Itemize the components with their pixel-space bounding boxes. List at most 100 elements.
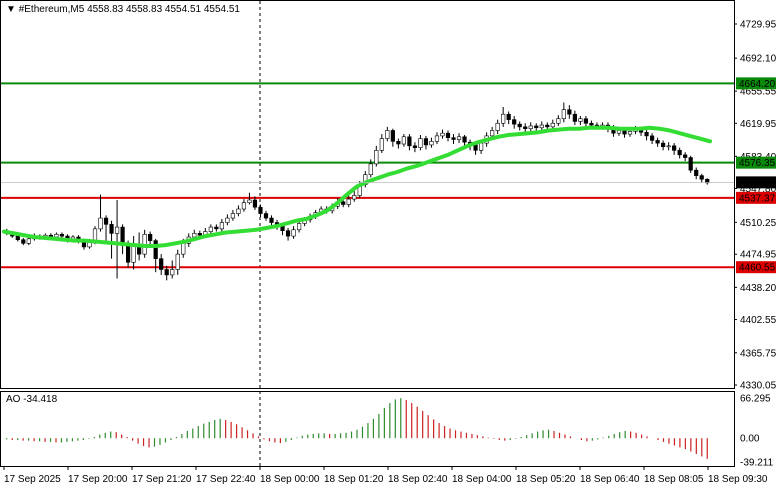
candle-body — [490, 130, 495, 137]
level-label: 4664.20 — [739, 79, 776, 90]
symbol-label: #Ethereum,M5 — [18, 4, 85, 15]
candle-body — [627, 131, 633, 135]
time-tick-label: 18 Sep 00:00 — [260, 474, 320, 485]
candle-body — [219, 222, 224, 230]
candle-body — [263, 213, 269, 219]
candle-body — [164, 269, 169, 276]
candle-body — [556, 118, 561, 124]
ao-tick-label: 66.295 — [740, 394, 771, 405]
candle-body — [418, 138, 423, 148]
price-tick-label: 4619.95 — [740, 119, 777, 130]
candle-body — [291, 229, 296, 237]
candle-body — [230, 213, 235, 219]
candle-body — [523, 126, 528, 129]
current-price-label: 4554.51 — [1, 176, 776, 189]
candle-body — [396, 141, 401, 145]
time-tick-label: 18 Sep 01:20 — [324, 474, 384, 485]
candle-body — [440, 132, 445, 137]
candle-body — [407, 136, 412, 147]
candle-body — [225, 217, 230, 223]
candle-body — [21, 239, 26, 244]
time-tick-label: 18 Sep 02:40 — [388, 474, 448, 485]
ao-tick-label: 0.00 — [740, 434, 760, 445]
candle-body — [241, 202, 247, 210]
candle-body — [175, 253, 180, 270]
time-tick-label: 17 Sep 21:20 — [132, 474, 192, 485]
price-tick-label: 4402.55 — [740, 315, 777, 326]
candle-body — [109, 224, 114, 234]
time-tick-label: 18 Sep 09:30 — [708, 474, 768, 485]
candle-body — [269, 217, 274, 223]
candle-body — [170, 269, 175, 276]
candle-body — [26, 238, 31, 244]
candle-body — [192, 233, 197, 238]
candle-body — [379, 138, 384, 151]
current-price-text: 4554.51 — [739, 178, 776, 189]
candle-body — [479, 142, 484, 151]
level-label: 4537.37 — [739, 193, 776, 204]
price-tick-label: 4438.20 — [740, 283, 777, 294]
candle-body — [385, 130, 390, 139]
time-tick-label: 17 Sep 20:00 — [68, 474, 128, 485]
candle-body — [423, 138, 429, 146]
candle-body — [644, 131, 649, 137]
time-tick-label: 17 Sep 22:40 — [196, 474, 256, 485]
dropdown-arrow-icon[interactable]: ▼ — [6, 4, 16, 15]
candle-body — [495, 122, 500, 131]
candle-body — [661, 142, 666, 148]
candle-body — [429, 141, 434, 146]
candle-body — [252, 199, 258, 208]
price-tick-label: 4692.10 — [740, 54, 777, 65]
candle-body — [434, 135, 440, 142]
current-price-bg — [736, 176, 776, 189]
candle-body — [412, 145, 418, 148]
price-tick-label: 4510.25 — [740, 218, 777, 229]
candle-body — [545, 124, 550, 128]
candle-body — [98, 217, 103, 230]
candle-body — [512, 119, 517, 125]
candle-body — [103, 217, 109, 225]
ao-histogram — [6, 398, 708, 459]
candle-body — [567, 109, 572, 115]
candle-body — [148, 233, 153, 241]
time-tick-label: 18 Sep 04:00 — [452, 474, 512, 485]
candle-body — [501, 113, 506, 124]
price-tick-label: 4474.95 — [740, 250, 777, 261]
candle-body — [15, 235, 20, 241]
candle-body — [622, 130, 627, 135]
candle-body — [528, 125, 533, 129]
candle-body — [120, 226, 125, 245]
candle-body — [258, 206, 263, 214]
candle-body — [649, 135, 655, 141]
candle-body — [572, 113, 577, 122]
ao-panel-frame — [0, 391, 735, 467]
candle-body — [517, 123, 522, 128]
candle-body — [583, 118, 588, 124]
candle-body — [296, 223, 302, 231]
candle-body — [699, 175, 704, 180]
candle-body — [445, 132, 451, 138]
price-tick-label: 4365.75 — [740, 348, 777, 359]
candle-body — [401, 136, 406, 145]
candle-body — [59, 233, 65, 237]
candle-body — [181, 243, 186, 255]
ao-indicator-label: AO -34.418 — [6, 394, 58, 405]
candle-body — [236, 208, 241, 214]
candle-body — [374, 150, 379, 165]
candle-body — [341, 201, 346, 205]
candle-body — [550, 122, 555, 128]
candle-body — [390, 130, 395, 142]
level-label-bg — [736, 261, 776, 274]
candle-body — [451, 137, 456, 140]
candle-body — [456, 136, 462, 140]
level-label-bg — [736, 156, 776, 169]
candle-body — [114, 226, 120, 234]
candle-body — [285, 230, 291, 237]
candle-body — [346, 198, 351, 205]
ao-tick-label: -39.211 — [740, 458, 774, 469]
candle-body — [208, 226, 213, 232]
price-tick-label: 4729.95 — [740, 20, 777, 31]
level-label-bg — [736, 191, 776, 204]
time-tick-label: 18 Sep 05:20 — [516, 474, 576, 485]
